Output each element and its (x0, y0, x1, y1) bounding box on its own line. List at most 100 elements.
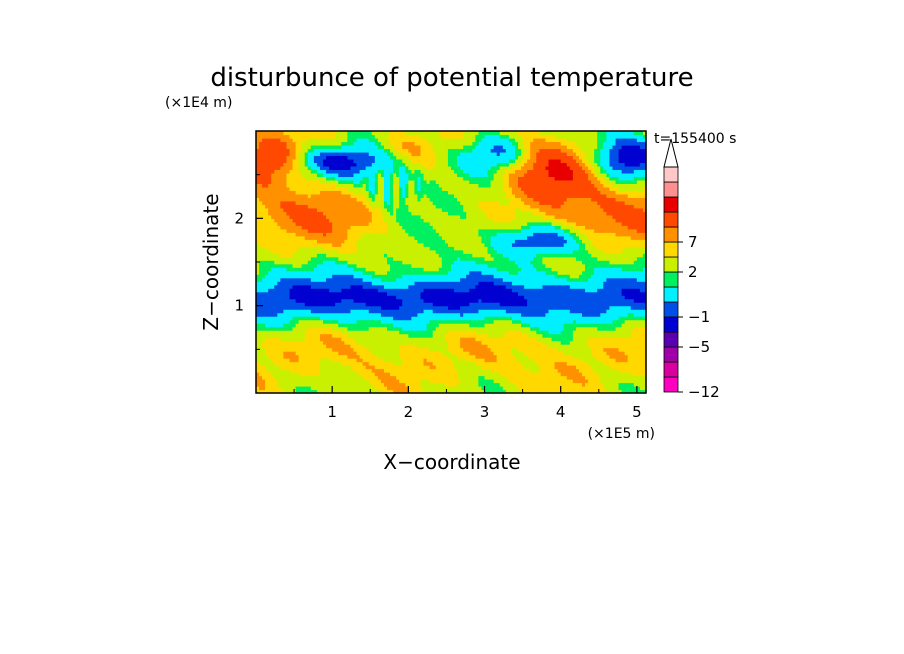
heatmap-cell (310, 309, 315, 314)
heatmap-cell (319, 354, 324, 359)
heatmap-cell (326, 330, 330, 335)
heatmap-cell (271, 368, 275, 373)
heatmap-cell (371, 337, 376, 342)
heatmap-cell (393, 134, 397, 139)
heatmap-cell (390, 141, 394, 146)
heatmap-cell (313, 165, 318, 171)
heatmap-cell (417, 277, 422, 282)
heatmap-cell (368, 137, 373, 143)
heatmap-cell (292, 326, 297, 331)
heatmap-cell (402, 207, 406, 212)
heatmap-cell (292, 148, 297, 153)
heatmap-cell (371, 151, 376, 157)
heatmap-cell (301, 270, 306, 275)
heatmap-cell (256, 288, 260, 293)
heatmap-cell (356, 183, 361, 188)
heatmap-cell (274, 389, 278, 394)
heatmap-cell (326, 141, 330, 146)
heatmap-cell (374, 270, 379, 275)
heatmap-cell (268, 249, 272, 254)
heatmap-cell (451, 158, 455, 164)
heatmap-cell (295, 242, 300, 247)
heatmap-cell (277, 323, 281, 328)
heatmap-cell (329, 277, 333, 282)
heatmap-cell (420, 340, 425, 345)
heatmap-cell (390, 162, 394, 167)
heatmap-cell (441, 155, 446, 160)
heatmap-cell (393, 277, 397, 282)
heatmap-cell (356, 379, 361, 384)
heatmap-cell (420, 316, 425, 321)
heatmap-cell (359, 281, 364, 286)
heatmap-cell (301, 281, 306, 286)
heatmap-cell (423, 291, 428, 296)
heatmap-cell (341, 295, 345, 300)
heatmap-cell (271, 365, 275, 370)
heatmap-cell (268, 295, 272, 300)
heatmap-cell (277, 302, 281, 307)
heatmap-cell (316, 375, 321, 380)
heatmap-cell (368, 246, 373, 251)
heatmap-cell (329, 337, 333, 342)
heatmap-cell (329, 386, 333, 391)
heatmap-cell (444, 246, 449, 251)
heatmap-cell (332, 137, 336, 143)
heatmap-cell (265, 162, 269, 167)
heatmap-cell (383, 137, 388, 143)
heatmap-cell (402, 249, 406, 254)
heatmap-cell (457, 372, 461, 377)
heatmap-cell (307, 131, 312, 136)
heatmap-cell (286, 169, 291, 174)
heatmap-cell (268, 179, 272, 184)
heatmap-cell (396, 235, 400, 240)
heatmap-cell (295, 158, 300, 164)
heatmap-cell (414, 225, 419, 230)
heatmap-cell (454, 137, 458, 143)
heatmap-cell (371, 200, 376, 205)
heatmap-cell (432, 165, 437, 171)
heatmap-cell (301, 131, 306, 136)
heatmap-cell (380, 295, 385, 300)
heatmap-cell (268, 246, 272, 251)
heatmap-cell (280, 211, 285, 216)
heatmap-cell (454, 312, 458, 317)
heatmap-cell (359, 319, 364, 324)
heatmap-cell (451, 179, 455, 184)
heatmap-cell (454, 340, 458, 345)
heatmap-cell (350, 372, 355, 377)
heatmap-cell (313, 382, 318, 387)
heatmap-cell (362, 221, 367, 226)
heatmap-cell (323, 186, 327, 191)
heatmap-cell (368, 151, 373, 157)
heatmap-cell (283, 158, 288, 164)
heatmap-cell (310, 211, 315, 216)
heatmap-cell (408, 186, 412, 191)
heatmap-cell (304, 246, 309, 251)
heatmap-cell (441, 347, 446, 352)
heatmap-cell (444, 260, 449, 265)
heatmap-cell (387, 319, 391, 324)
heatmap-cell (323, 221, 327, 226)
heatmap-cell (289, 214, 294, 219)
heatmap-cell (420, 179, 425, 184)
heatmap-cell (341, 158, 345, 164)
heatmap-cell (396, 361, 400, 366)
heatmap-cell (329, 298, 333, 303)
heatmap-cell (350, 298, 355, 303)
heatmap-cell (368, 141, 373, 146)
heatmap-cell (393, 249, 397, 254)
heatmap-cell (365, 270, 370, 275)
heatmap-cell (268, 200, 272, 205)
heatmap-cell (338, 284, 342, 289)
heatmap-cell (383, 382, 388, 387)
heatmap-cell (408, 235, 412, 240)
heatmap-cell (374, 211, 379, 216)
heatmap-cell (423, 330, 428, 335)
heatmap-cell (451, 200, 455, 205)
heatmap-cell (347, 190, 352, 195)
heatmap-cell (393, 131, 397, 136)
heatmap-cell (356, 225, 361, 230)
heatmap-cell (350, 193, 355, 198)
heatmap-cell (262, 235, 266, 240)
heatmap-cell (438, 144, 443, 150)
